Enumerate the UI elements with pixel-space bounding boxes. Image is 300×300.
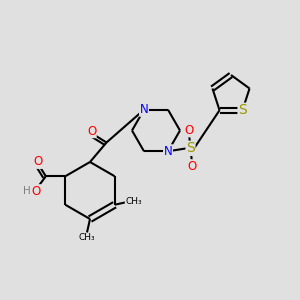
Text: S: S xyxy=(186,141,195,155)
Text: N: N xyxy=(164,145,172,158)
Text: O: O xyxy=(32,185,41,198)
Text: N: N xyxy=(140,103,148,116)
Text: S: S xyxy=(238,103,247,117)
Text: CH₃: CH₃ xyxy=(125,197,142,206)
Text: O: O xyxy=(34,155,43,168)
Text: O: O xyxy=(87,124,96,138)
Text: CH₃: CH₃ xyxy=(79,233,95,242)
Text: O: O xyxy=(188,160,196,173)
Text: H: H xyxy=(23,186,31,196)
Text: O: O xyxy=(184,124,194,137)
